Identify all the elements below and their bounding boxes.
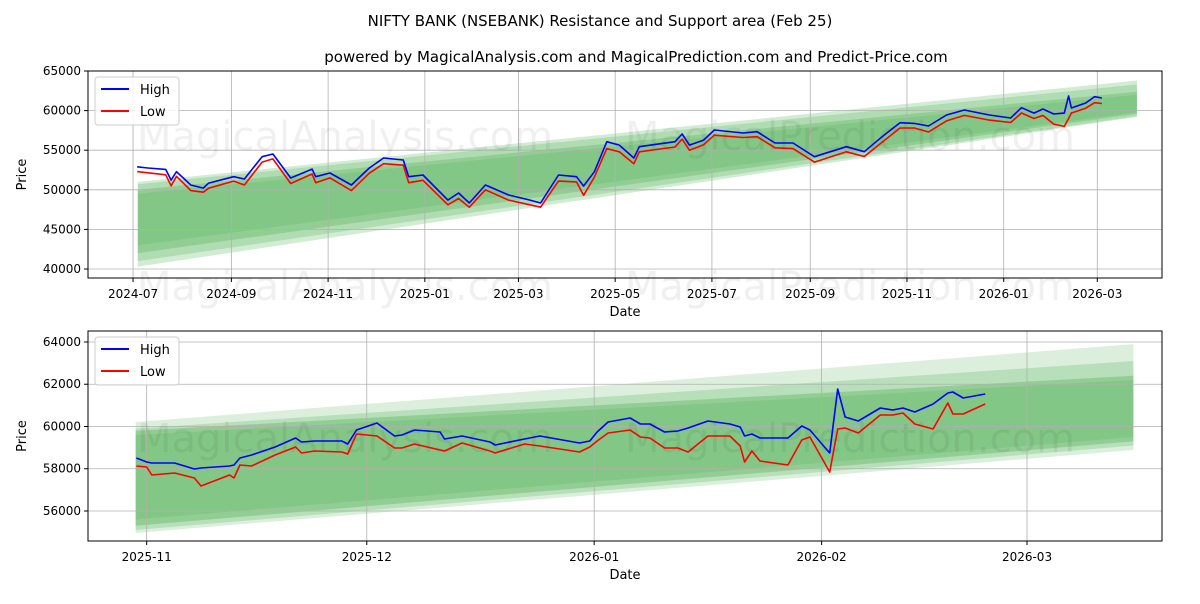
watermark: MagicalPrediction.com [625,264,1075,310]
y-tick-label: 62000 [43,377,81,391]
x-tick-label: 2026-01 [569,550,619,564]
watermark: MagicalAnalysis.com [137,114,553,160]
y-tick-label: 58000 [43,462,81,476]
watermark: MagicalPrediction.com [625,416,1075,462]
x-tick-label: 2025-11 [122,550,172,564]
watermark: MagicalAnalysis.com [137,264,553,310]
y-tick-label: 56000 [43,504,81,518]
legend-label-low: Low [140,365,166,380]
legend: High Low [95,337,179,385]
x-tick-label: 2026-03 [1072,287,1122,301]
legend: High Low [95,77,179,125]
y-tick-label: 45000 [43,222,81,236]
watermark: MagicalAnalysis.com [137,416,553,462]
legend-label-low: Low [140,105,166,120]
y-tick-label: 40000 [43,262,81,276]
y-tick-label: 60000 [43,104,81,118]
y-tick-label: 60000 [43,419,81,433]
chart-panel-2: 56000 58000 60000 62000 64000 2025-11 2025-12 2… [15,331,1162,583]
x-tick-label: 2026-02 [797,550,847,564]
chart-subtitle: powered by MagicalAnalysis.com and Magic… [324,48,948,66]
x-axis-label: Date [609,568,640,583]
chart-title: NIFTY BANK (NSEBANK) Resistance and Supp… [368,12,833,30]
y-tick-label: 65000 [43,64,81,78]
y-axis-label: Price [15,159,30,191]
y-axis-label: Price [15,420,30,452]
x-axis-label: Date [609,305,640,320]
x-tick-label: 2025-12 [342,550,392,564]
y-tick-label: 64000 [43,335,81,349]
legend-label-high: High [140,343,170,358]
y-tick-label: 55000 [43,143,81,157]
legend-label-high: High [140,83,170,98]
y-tick-label: 50000 [43,183,81,197]
x-tick-label: 2026-03 [1002,550,1052,564]
